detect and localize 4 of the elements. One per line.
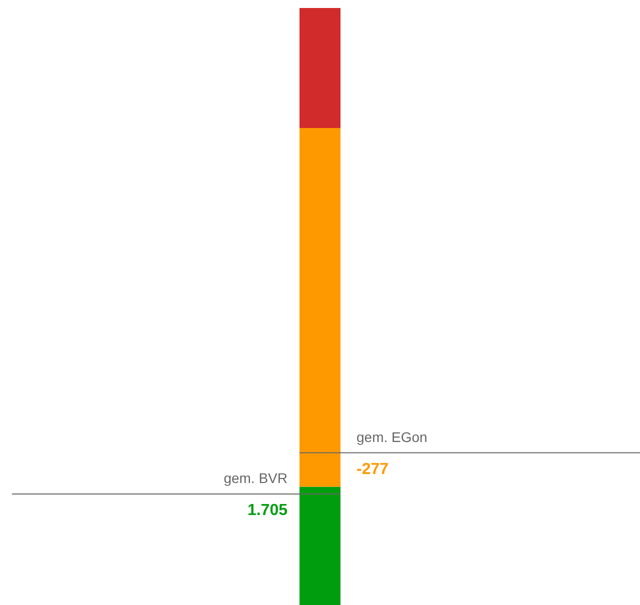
ref-line-label: gem. EGon xyxy=(356,428,428,445)
ref-line-label: gem. BVR xyxy=(224,470,288,486)
annotation: -277 xyxy=(356,460,389,478)
annotation: 1.705 xyxy=(247,502,288,519)
